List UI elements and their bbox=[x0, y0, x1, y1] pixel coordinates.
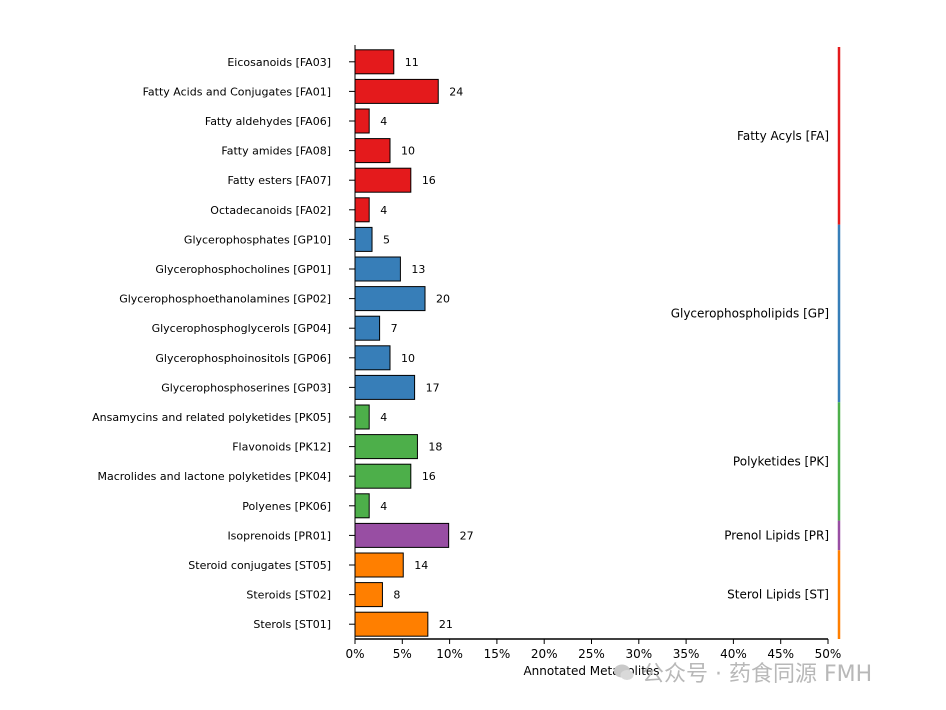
group-label: Prenol Lipids [PR] bbox=[724, 528, 829, 542]
bar bbox=[354, 286, 426, 312]
category-label: Polyenes [PK06] bbox=[242, 500, 331, 513]
category-label: Glycerophosphoinositols [GP06] bbox=[155, 352, 331, 365]
bar bbox=[354, 493, 370, 519]
value-label: 8 bbox=[393, 589, 400, 602]
x-tick-label: 45% bbox=[767, 647, 794, 661]
category-label: Octadecanoids [FA02] bbox=[210, 204, 331, 217]
category-label: Glycerophosphoserines [GP03] bbox=[161, 381, 331, 394]
x-tick-label: 0% bbox=[345, 647, 364, 661]
value-label: 11 bbox=[405, 56, 419, 69]
value-label: 20 bbox=[436, 293, 450, 306]
category-label: Glycerophosphocholines [GP01] bbox=[155, 263, 331, 276]
category-label: Steroids [ST02] bbox=[246, 589, 331, 602]
category-label: Fatty Acids and Conjugates [FA01] bbox=[143, 85, 331, 98]
bar bbox=[354, 404, 370, 430]
x-tick-label: 15% bbox=[484, 647, 511, 661]
x-tick-label: 5% bbox=[393, 647, 412, 661]
category-label: Fatty esters [FA07] bbox=[228, 174, 331, 187]
value-label: 17 bbox=[426, 381, 440, 394]
value-label: 5 bbox=[383, 233, 390, 246]
category-label: Steroid conjugates [ST05] bbox=[188, 559, 331, 572]
category-label: Isoprenoids [PR01] bbox=[227, 529, 331, 542]
category-label: Glycerophosphoglycerols [GP04] bbox=[152, 322, 331, 335]
value-label: 24 bbox=[449, 85, 463, 98]
bar bbox=[354, 345, 391, 371]
bar bbox=[354, 522, 450, 548]
category-label: Flavonoids [PK12] bbox=[232, 441, 331, 454]
bar bbox=[354, 78, 439, 104]
bar bbox=[354, 374, 416, 400]
x-tick-label: 50% bbox=[815, 647, 842, 661]
value-label: 13 bbox=[411, 263, 425, 276]
value-label: 4 bbox=[380, 411, 387, 424]
bar bbox=[354, 108, 370, 134]
value-label: 7 bbox=[391, 322, 398, 335]
value-label: 21 bbox=[439, 618, 453, 631]
category-label: Glycerophosphoethanolamines [GP02] bbox=[119, 293, 331, 306]
value-label: 18 bbox=[428, 441, 442, 454]
value-label: 4 bbox=[380, 115, 387, 128]
bar bbox=[354, 167, 412, 193]
value-label: 16 bbox=[422, 174, 436, 187]
value-label: 4 bbox=[380, 500, 387, 513]
value-label: 27 bbox=[460, 529, 474, 542]
group-label: Sterol Lipids [ST] bbox=[727, 588, 829, 602]
x-tick-label: 25% bbox=[578, 647, 605, 661]
bar bbox=[354, 197, 370, 223]
x-tick-label: 10% bbox=[436, 647, 463, 661]
watermark-text: 公众号 · 药食同源 FMH bbox=[642, 662, 873, 687]
bar bbox=[354, 49, 395, 75]
bar bbox=[354, 315, 381, 341]
category-label: Fatty amides [FA08] bbox=[221, 145, 331, 158]
category-label: Fatty aldehydes [FA06] bbox=[205, 115, 331, 128]
value-label: 14 bbox=[414, 559, 428, 572]
x-tick-label: 40% bbox=[720, 647, 747, 661]
x-tick-label: 30% bbox=[625, 647, 652, 661]
group-label: Polyketides [PK] bbox=[733, 454, 829, 468]
category-label: Eicosanoids [FA03] bbox=[227, 56, 331, 69]
bar bbox=[354, 463, 412, 489]
category-label: Sterols [ST01] bbox=[253, 618, 331, 631]
x-tick-label: 20% bbox=[531, 647, 558, 661]
value-label: 10 bbox=[401, 145, 415, 158]
bar bbox=[354, 434, 418, 460]
bar bbox=[354, 138, 391, 164]
value-label: 4 bbox=[380, 204, 387, 217]
group-label: Glycerophospholipids [GP] bbox=[671, 306, 829, 320]
bar bbox=[354, 552, 404, 578]
wechat-icon bbox=[614, 664, 634, 680]
bar bbox=[354, 611, 429, 637]
category-label: Glycerophosphates [GP10] bbox=[184, 233, 331, 246]
group-label: Fatty Acyls [FA] bbox=[737, 129, 829, 143]
category-label: Ansamycins and related polyketides [PK05… bbox=[92, 411, 331, 424]
value-label: 16 bbox=[422, 470, 436, 483]
bar bbox=[354, 582, 383, 608]
x-tick-label: 35% bbox=[673, 647, 700, 661]
watermark: 公众号 · 药食同源 FMH bbox=[612, 656, 872, 688]
bar bbox=[354, 256, 401, 282]
category-label: Macrolides and lactone polyketides [PK04… bbox=[98, 470, 332, 483]
bar bbox=[354, 226, 373, 252]
value-label: 10 bbox=[401, 352, 415, 365]
